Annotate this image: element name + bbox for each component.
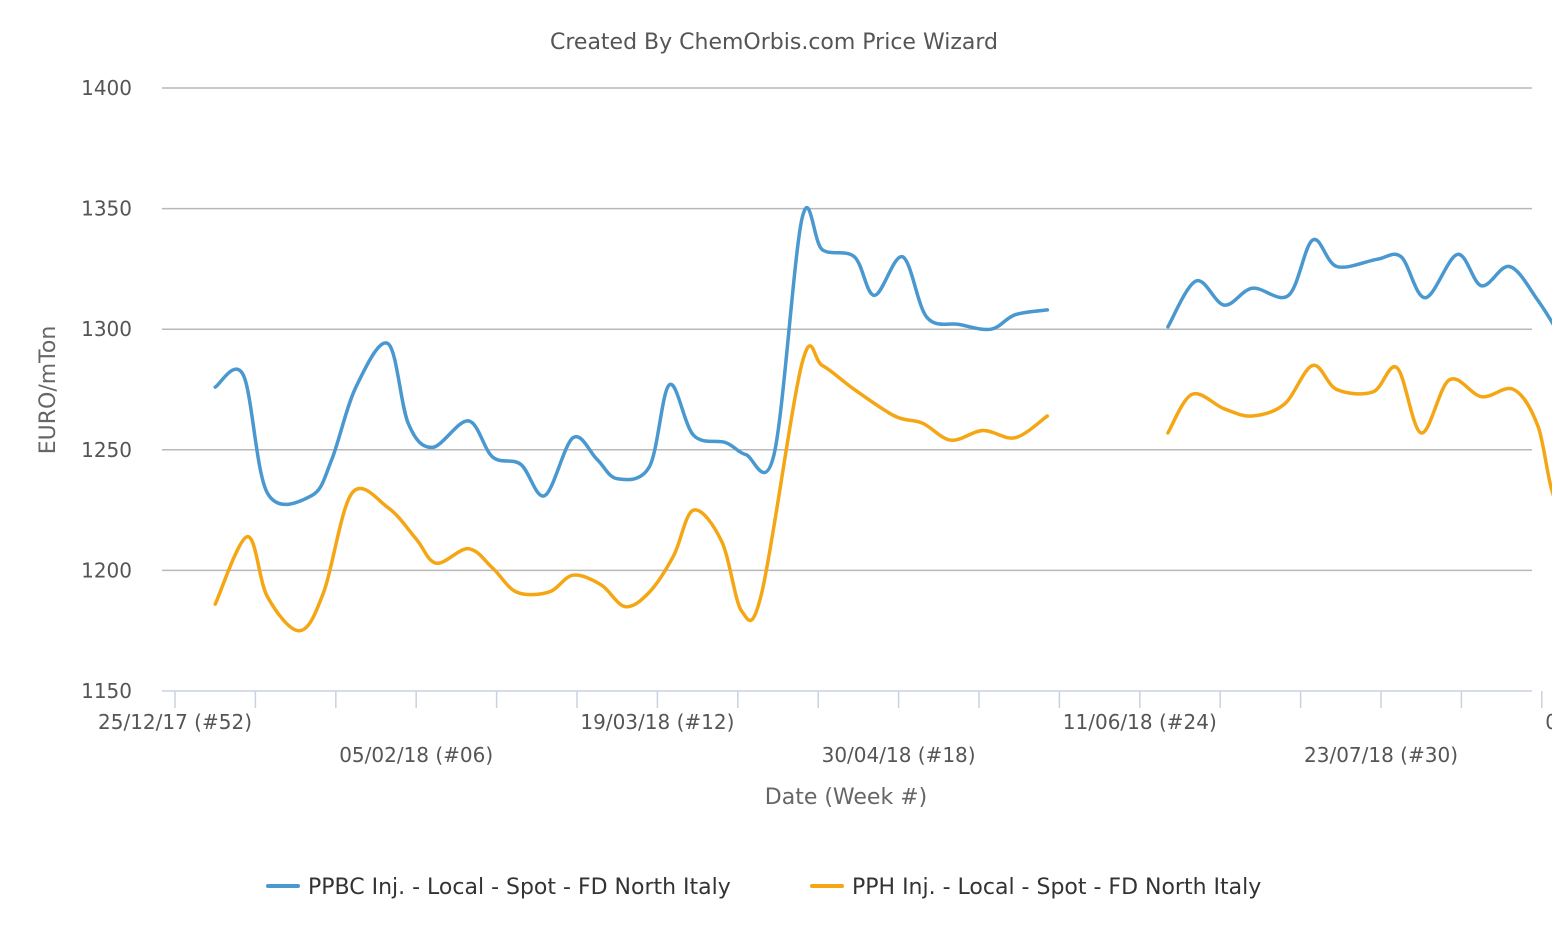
y-axis-ticks: 1150 1200 1250 1300 1350 1400	[81, 76, 132, 703]
y-tick-label: 1400	[81, 76, 132, 100]
series-1	[213, 206, 1552, 507]
chart-title: Created By ChemOrbis.com Price Wizard	[550, 30, 998, 55]
x-axis-title: Date (Week #)	[765, 785, 927, 810]
y-tick-label: 1350	[81, 197, 132, 221]
x-tick-label: 30/04/18 (#18)	[822, 743, 976, 767]
series-line-segment	[1166, 363, 1552, 497]
series-line-segment	[1166, 237, 1552, 329]
y-tick-label: 1150	[81, 679, 132, 703]
y-tick-label: 1200	[81, 558, 132, 582]
y-tick-label: 1250	[81, 438, 132, 462]
y-tick-label: 1300	[81, 317, 132, 341]
series-line-segment	[213, 206, 1050, 507]
x-tick-label: 11/06/18 (#24)	[1063, 710, 1217, 734]
legend-item[interactable]: PPH Inj. - Local - Spot - FD North Italy	[810, 875, 1261, 900]
legend-item[interactable]: PPBC Inj. - Local - Spot - FD North Ital…	[266, 875, 731, 900]
x-tick-label: 05/02/18 (#06)	[339, 743, 493, 767]
series-lines	[213, 206, 1552, 633]
x-tick-label: 23/07/18 (#30)	[1304, 743, 1458, 767]
gridlines	[162, 87, 1532, 572]
x-tick-label: 25/12/17 (#52)	[98, 710, 252, 734]
series-line-segment	[213, 344, 1050, 633]
legend-label: PPBC Inj. - Local - Spot - FD North Ital…	[308, 875, 731, 900]
x-tick-label: 19/03/18 (#12)	[580, 710, 734, 734]
y-axis-title: EURO/mTon	[36, 326, 61, 455]
series-2	[213, 344, 1552, 633]
x-tick-label: 03/09/18 (#36)	[1545, 710, 1552, 734]
legend[interactable]: PPBC Inj. - Local - Spot - FD North Ital…	[266, 875, 1261, 900]
x-axis: 25/12/17 (#52) 05/02/18 (#06) 19/03/18 (#1…	[98, 690, 1552, 767]
legend-label: PPH Inj. - Local - Spot - FD North Italy	[852, 875, 1261, 900]
